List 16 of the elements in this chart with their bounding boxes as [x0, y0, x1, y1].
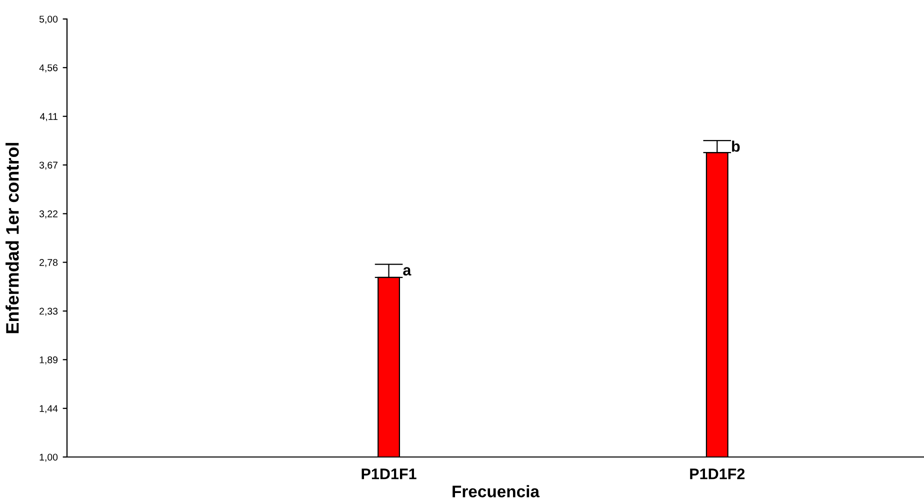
y-axis-title: Enfermdad 1er control: [6, 142, 19, 334]
y-tick-label: 1,89: [40, 356, 58, 364]
y-tick-label: 3,22: [39, 210, 58, 218]
x-axis-title: Frecuencia: [452, 485, 540, 498]
annotation: b: [732, 140, 740, 152]
y-tick-label: 3,67: [39, 162, 58, 170]
y-tick-label: 1,44: [40, 405, 58, 414]
annotation: a: [403, 267, 412, 276]
y-tick-label: 5,00: [39, 16, 58, 24]
y-tick-label: 2,33: [40, 308, 58, 316]
y-tick-label: 4,11: [40, 113, 58, 122]
x-tick-label: P1D1F1: [362, 468, 416, 480]
y-tick-label: 1,00: [40, 454, 58, 462]
y-tick-label: 2,78: [40, 259, 58, 268]
x-tick-label: P1D1F2: [690, 468, 745, 480]
y-tick-label: 4,56: [39, 64, 58, 72]
